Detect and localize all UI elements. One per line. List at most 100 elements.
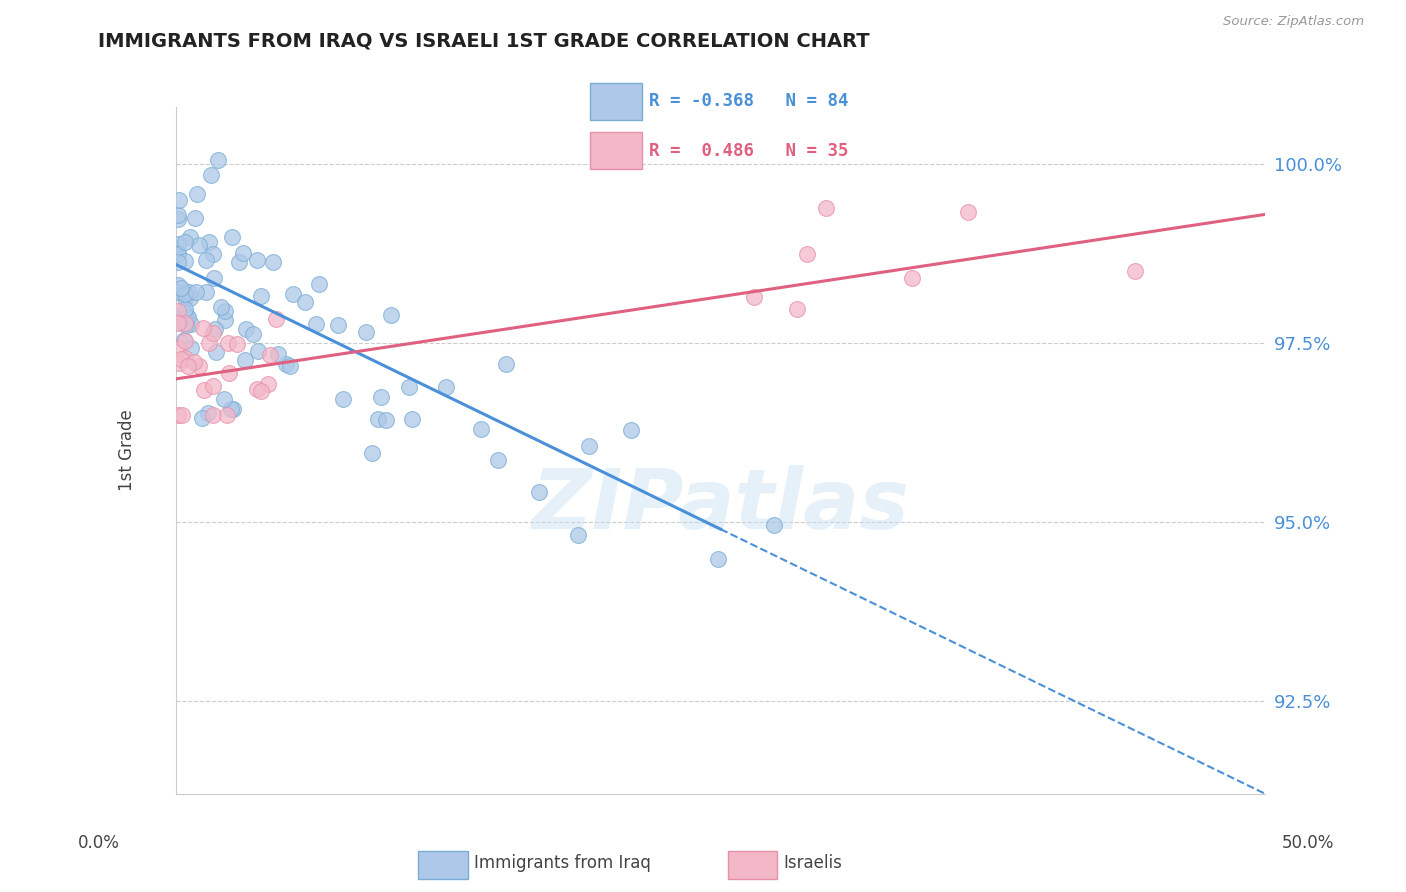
- Point: [205, 345, 228, 359]
- Point: [173, 291, 195, 305]
- Point: [401, 412, 423, 426]
- Point: [202, 326, 225, 340]
- Point: [201, 408, 224, 422]
- Point: [167, 277, 190, 292]
- Point: [278, 359, 301, 374]
- Point: [796, 246, 818, 260]
- Text: 0.0%: 0.0%: [77, 834, 120, 852]
- Point: [167, 285, 190, 299]
- Point: [214, 304, 236, 318]
- Point: [246, 252, 269, 267]
- Point: [578, 439, 600, 453]
- Point: [167, 245, 190, 260]
- Point: [232, 246, 254, 260]
- Point: [200, 168, 222, 182]
- Point: [249, 289, 271, 303]
- Point: [283, 287, 305, 301]
- Point: [170, 351, 193, 366]
- Point: [305, 317, 328, 331]
- Point: [167, 303, 190, 318]
- Point: [174, 254, 197, 268]
- Point: [398, 380, 420, 394]
- Point: [219, 402, 242, 417]
- Point: [763, 517, 786, 532]
- Point: [198, 235, 221, 249]
- Point: [620, 423, 643, 437]
- Point: [177, 310, 200, 325]
- Point: [186, 186, 208, 201]
- Point: [212, 392, 235, 406]
- Point: [204, 321, 226, 335]
- Point: [233, 352, 256, 367]
- Point: [174, 287, 197, 301]
- Point: [167, 211, 190, 226]
- Point: [174, 316, 197, 330]
- Text: 50.0%: 50.0%: [1281, 834, 1334, 852]
- Point: [195, 285, 218, 299]
- FancyBboxPatch shape: [419, 851, 468, 880]
- Point: [191, 321, 214, 335]
- Point: [207, 153, 229, 167]
- Point: [174, 301, 197, 316]
- Point: [167, 341, 190, 355]
- Point: [169, 280, 191, 294]
- Point: [308, 277, 330, 292]
- Point: [184, 211, 207, 225]
- Point: [190, 411, 212, 425]
- FancyBboxPatch shape: [591, 83, 643, 120]
- Point: [707, 552, 730, 566]
- Point: [326, 318, 349, 333]
- Point: [177, 285, 200, 299]
- Text: Israelis: Israelis: [783, 854, 842, 872]
- Point: [193, 384, 215, 398]
- Point: [167, 208, 190, 222]
- Point: [374, 413, 396, 427]
- Point: [176, 318, 198, 332]
- Point: [177, 359, 200, 373]
- Point: [567, 528, 589, 542]
- Text: 1st Grade: 1st Grade: [118, 409, 136, 491]
- Point: [167, 315, 190, 329]
- Point: [246, 382, 269, 396]
- Point: [274, 357, 297, 371]
- Point: [380, 308, 402, 322]
- Point: [250, 384, 273, 399]
- Point: [174, 334, 197, 348]
- Point: [370, 390, 392, 404]
- Point: [169, 356, 191, 370]
- Point: [173, 351, 195, 365]
- Point: [198, 336, 221, 351]
- Point: [179, 230, 201, 244]
- FancyBboxPatch shape: [728, 851, 778, 880]
- Point: [495, 358, 517, 372]
- Point: [167, 255, 190, 269]
- Point: [221, 402, 243, 417]
- Point: [246, 344, 269, 359]
- Point: [167, 316, 190, 330]
- Point: [173, 334, 195, 348]
- Point: [360, 446, 382, 460]
- Point: [167, 193, 190, 207]
- Point: [195, 252, 218, 267]
- Point: [257, 376, 280, 391]
- Text: Immigrants from Iraq: Immigrants from Iraq: [474, 854, 651, 872]
- Point: [179, 291, 201, 305]
- Point: [180, 317, 202, 331]
- Point: [176, 310, 198, 325]
- Text: Source: ZipAtlas.com: Source: ZipAtlas.com: [1223, 15, 1364, 29]
- Point: [170, 408, 193, 422]
- Text: R =  0.486   N = 35: R = 0.486 N = 35: [650, 142, 848, 160]
- Point: [235, 321, 257, 335]
- Point: [264, 312, 287, 326]
- Point: [197, 406, 219, 420]
- Point: [180, 341, 202, 355]
- FancyBboxPatch shape: [591, 132, 643, 169]
- Point: [742, 290, 765, 304]
- Point: [1123, 264, 1146, 278]
- Point: [486, 453, 509, 467]
- Point: [901, 270, 924, 285]
- Point: [184, 285, 207, 299]
- Point: [242, 326, 264, 341]
- Point: [434, 380, 457, 394]
- Text: IMMIGRANTS FROM IRAQ VS ISRAELI 1ST GRADE CORRELATION CHART: IMMIGRANTS FROM IRAQ VS ISRAELI 1ST GRAD…: [98, 31, 870, 50]
